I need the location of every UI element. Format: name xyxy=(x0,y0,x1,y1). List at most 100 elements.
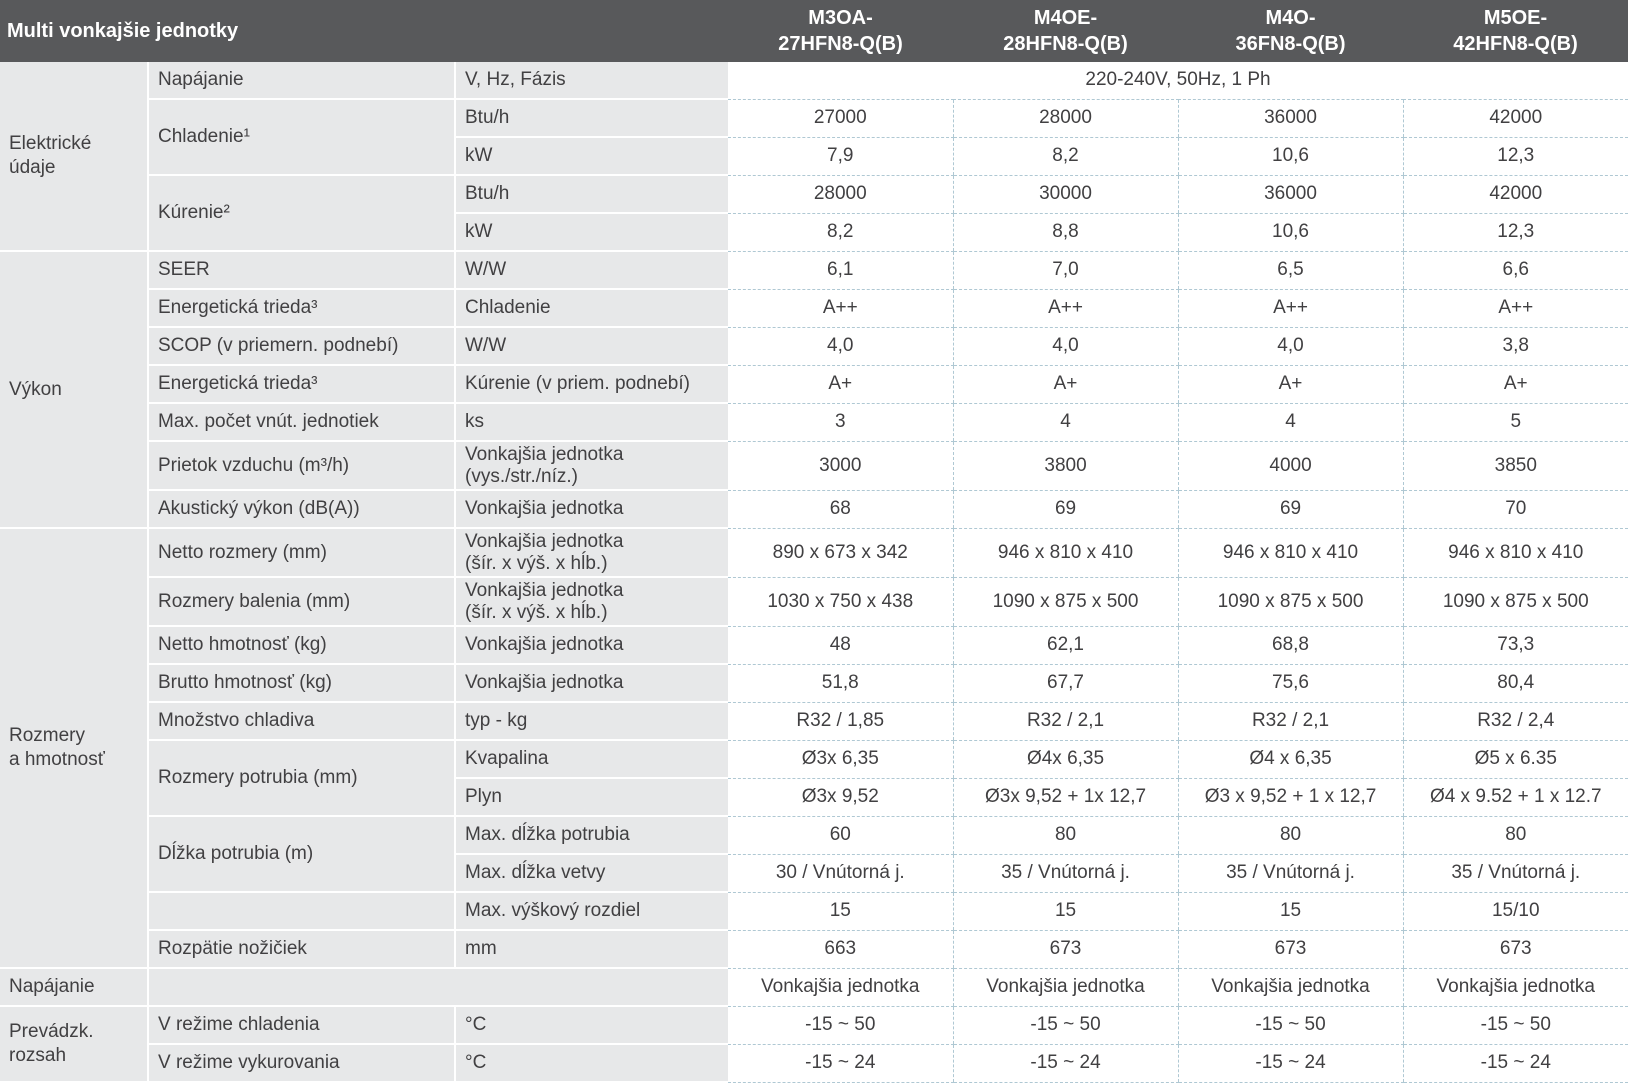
value-cell: 3,8 xyxy=(1402,327,1628,366)
value-cell: 51,8 xyxy=(728,664,954,703)
unit-cell: W/W xyxy=(453,327,729,366)
value-cell: 3800 xyxy=(952,441,1179,491)
table-row: Akustický výkon (dB(A)) Vonkajšia jednotk… xyxy=(0,490,1628,529)
value-cell: 4000 xyxy=(1177,441,1404,491)
value-cell: 70 xyxy=(1402,490,1628,529)
spec-label-cell: Max. počet vnút. jednotiek xyxy=(147,403,455,442)
spec-label-cell: SEER xyxy=(147,251,455,290)
value-cell: A++ xyxy=(728,289,954,328)
model-header: M5OE- 42HFN8-Q(B) xyxy=(1403,0,1628,62)
value-cell: 12,3 xyxy=(1402,137,1628,176)
value-cell: A++ xyxy=(1177,289,1404,328)
value-cell: 69 xyxy=(1177,490,1404,529)
value-cell: R32 / 2,1 xyxy=(952,702,1179,741)
value-cell: 42000 xyxy=(1402,175,1628,214)
value-cell: 1090 x 875 x 500 xyxy=(1402,577,1628,627)
value-cell: 8,2 xyxy=(952,137,1179,176)
value-cell: A++ xyxy=(952,289,1179,328)
value-cell: 80 xyxy=(1177,816,1404,855)
value-cell: Vonkajšia jednotka xyxy=(1177,968,1404,1007)
spec-label-cell: Množstvo chladiva xyxy=(147,702,455,741)
value-cell: 62,1 xyxy=(952,626,1179,665)
table-row: V režime vykurovania °C -15 ~ 24 -15 ~ 24 -1… xyxy=(0,1044,1628,1083)
table-row: Rozpätie nožičiek mm 663 673 673 673 xyxy=(0,930,1628,969)
unit-cell: Vonkajšia jednotka xyxy=(453,626,729,665)
value-cell: 10,6 xyxy=(1177,213,1404,252)
value-cell: Ø3 x 9,52 + 1 x 12,7 xyxy=(1177,778,1404,817)
category-cell: Prevádzk. rozsah xyxy=(0,1006,148,1083)
spec-label-cell: SCOP (v priemern. podnebí) xyxy=(147,327,455,366)
spec-label-cell: Prietok vzduchu (m³/h) xyxy=(147,441,455,491)
table-row: Výkon SEER W/W 6,1 7,0 6,5 6,6 xyxy=(0,251,1628,529)
spec-label-cell xyxy=(146,968,729,1007)
category-cell: Napájanie xyxy=(0,968,148,1007)
value-cell: 673 xyxy=(1402,930,1628,969)
spec-label-cell: Netto hmotnosť (kg) xyxy=(147,626,455,665)
value-cell: 36000 xyxy=(1177,175,1404,214)
table-row: Netto hmotnosť (kg) Vonkajšia jednotka 48 6… xyxy=(0,626,1628,665)
value-cell: 946 x 810 x 410 xyxy=(1402,528,1628,578)
unit-cell: W/W xyxy=(453,251,729,290)
spec-label-cell: V režime chladenia xyxy=(147,1006,455,1045)
unit-cell: Vonkajšia jednotka (šír. x výš. x hĺb.) xyxy=(453,528,729,578)
unit-cell: Chladenie xyxy=(453,289,729,328)
value-cell: 663 xyxy=(728,930,954,969)
table-title: Multi vonkajšie jednotky xyxy=(0,0,729,62)
unit-cell: Max. dĺžka potrubia xyxy=(453,816,729,855)
spec-label-cell: Energetická trieda³ xyxy=(147,289,455,328)
value-cell: 35 / Vnútorná j. xyxy=(952,854,1179,893)
unit-cell: Max. dĺžka vetvy xyxy=(453,854,729,893)
value-cell: -15 ~ 50 xyxy=(728,1006,954,1045)
model-header: M4O- 36FN8-Q(B) xyxy=(1178,0,1404,62)
value-cell: R32 / 2,1 xyxy=(1177,702,1404,741)
value-cell: 4,0 xyxy=(1177,327,1404,366)
value-cell: -15 ~ 24 xyxy=(1402,1044,1628,1083)
value-cell: A++ xyxy=(1402,289,1628,328)
table-row: Rozmery a hmotnosť Netto rozmery (mm) Vonk… xyxy=(0,528,1628,969)
spec-label-cell: Rozmery balenia (mm) xyxy=(147,577,455,627)
value-cell: 48 xyxy=(728,626,954,665)
value-cell: 10,6 xyxy=(1177,137,1404,176)
value-cell: Ø4 x 9.52 + 1 x 12.7 xyxy=(1402,778,1628,817)
value-cell: 946 x 810 x 410 xyxy=(1177,528,1404,578)
value-cell: 35 / Vnútorná j. xyxy=(1177,854,1404,893)
value-cell: 35 / Vnútorná j. xyxy=(1402,854,1628,893)
value-cell-span: 220-240V, 50Hz, 1 Ph xyxy=(728,62,1628,100)
table-row: Dĺžka potrubia (m) Max. dĺžka potrubia 60 8… xyxy=(0,816,1628,893)
unit-cell: Vonkajšia jednotka xyxy=(453,490,729,529)
table-row: Množstvo chladiva typ - kg R32 / 1,85 R32 /… xyxy=(0,702,1628,741)
value-cell: 67,7 xyxy=(952,664,1179,703)
value-cell: A+ xyxy=(952,365,1179,404)
value-cell: 1030 x 750 x 438 xyxy=(728,577,954,627)
table-row: kW 8,2 8,8 10,6 12,3 xyxy=(0,213,1628,252)
value-cell: 68,8 xyxy=(1177,626,1404,665)
value-cell: 68 xyxy=(728,490,954,529)
value-cell: Ø3x 9,52 xyxy=(728,778,954,817)
value-cell: 3000 xyxy=(728,441,954,491)
value-cell: 946 x 810 x 410 xyxy=(952,528,1179,578)
value-cell: 73,3 xyxy=(1402,626,1628,665)
value-cell: 15 xyxy=(1177,892,1404,931)
value-cell: Ø3x 6,35 xyxy=(728,740,954,779)
table-row: Napájanie Vonkajšia jednotka Vonkajšia jed… xyxy=(0,968,1628,1007)
category-cell: Výkon xyxy=(0,251,148,529)
spec-table-body: Elektrické údaje Napájanie V, Hz, Fázis 220… xyxy=(0,62,1628,1083)
value-cell: 30 / Vnútorná j. xyxy=(728,854,954,893)
unit-cell: °C xyxy=(453,1044,729,1083)
value-cell: 8,8 xyxy=(952,213,1179,252)
value-cell: Vonkajšia jednotka xyxy=(952,968,1179,1007)
value-cell: 69 xyxy=(952,490,1179,529)
spec-label-cell: Brutto hmotnosť (kg) xyxy=(147,664,455,703)
value-cell: 5 xyxy=(1402,403,1628,442)
table-row: Rozmery balenia (mm) Vonkajšia jednotka (… xyxy=(0,577,1628,627)
category-cell: Rozmery a hmotnosť xyxy=(0,528,148,969)
table-row: Kúrenie² Btu/h 28000 30000 36000 42000 xyxy=(0,175,1628,252)
value-cell: 4,0 xyxy=(728,327,954,366)
value-cell: 75,6 xyxy=(1177,664,1404,703)
table-row: Max. dĺžka vetvy 30 / Vnútorná j. 35 / Vnú… xyxy=(0,854,1628,893)
value-cell: 42000 xyxy=(1402,99,1628,138)
value-cell: 7,9 xyxy=(728,137,954,176)
unit-cell: Kvapalina xyxy=(453,740,729,779)
value-cell: 15 xyxy=(952,892,1179,931)
